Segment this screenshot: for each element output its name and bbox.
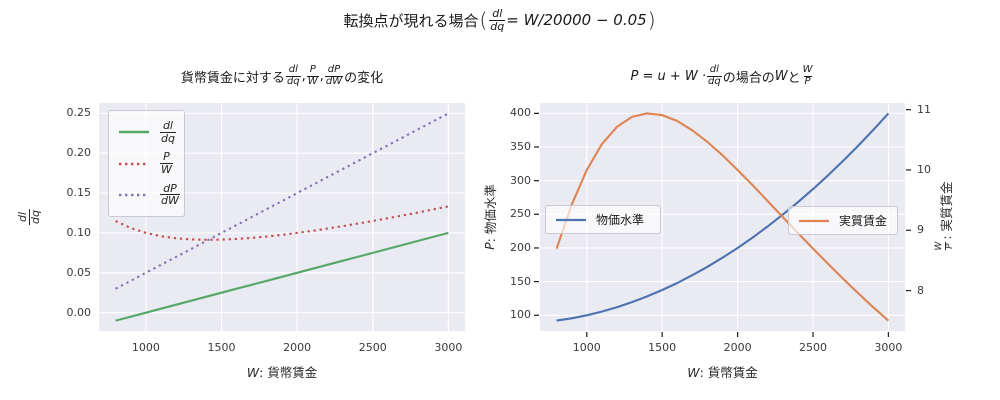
right-title-var-w: W	[774, 68, 788, 84]
right-title-text1: の場合の	[722, 70, 775, 86]
figure-title-text: 転換点が現れる場合	[343, 11, 479, 30]
series-line-blue	[556, 112, 890, 322]
y-tick-label: 0.10	[66, 225, 92, 239]
y-tick-label: 0.05	[66, 265, 92, 279]
legend-line-dotted-red	[119, 162, 149, 165]
y-tick-label-left: 250	[510, 207, 531, 221]
x-tick-label: 2500	[358, 341, 387, 354]
y-tick-label-left: 100	[510, 308, 531, 322]
y-tick-label-left: 300	[510, 173, 531, 187]
right-title-text2: と	[787, 70, 801, 86]
y-tick-label: 0.25	[66, 106, 92, 120]
left-title-sep2: ,	[319, 68, 324, 84]
legend-entry-dl-dq: dl dq	[109, 120, 184, 144]
y-tick-label-right: 10	[917, 162, 931, 176]
y-tick-label-left: 150	[510, 274, 531, 288]
x-tick-label: 2000	[283, 341, 312, 354]
left-title-frac-dl-dq: dl dq	[285, 64, 301, 87]
left-plot-title: 貨幣賃金に対する dl dq , P W , dP dW の変化	[99, 58, 465, 94]
right-plot-title: P = u + W · dl dq の場合の W と W P	[540, 58, 905, 94]
y-tick-label-right: 11	[917, 102, 931, 116]
x-tick-label: 1500	[207, 341, 236, 354]
legend-line-solid-green	[119, 130, 149, 134]
open-paren: (	[479, 8, 488, 33]
y-tick-label: 0.20	[66, 146, 92, 160]
left-xaxis-label: W: 貨幣賃金	[246, 365, 318, 380]
figure-title: 転換点が現れる場合 ( dl dq = W/20000 − 0.05 )	[0, 8, 1000, 32]
series-line-red	[115, 205, 449, 241]
series-line-green	[115, 231, 449, 322]
right-xaxis-label: W: 貨幣賃金	[687, 365, 758, 380]
y-tick-label-right: 8	[917, 283, 924, 297]
y-tick-label-left: 400	[510, 106, 531, 120]
left-title-prefix: 貨幣賃金に対する	[180, 70, 285, 86]
y-tick-label: 0.15	[66, 186, 92, 200]
right-plot-legend-real-wage: 実質賃金	[788, 206, 898, 235]
right-yaxis-label-fraction: W P	[934, 241, 955, 251]
legend-line-solid-blue	[556, 218, 586, 221]
right-title-frac-w-p: W P	[802, 64, 813, 87]
legend-label-price-level: 物価水準	[596, 213, 645, 227]
left-title-frac-dp-dw: dP dW	[324, 64, 344, 87]
y-tick-label: 0.00	[66, 305, 92, 319]
legend-entry-p-w: P W	[109, 151, 184, 175]
y-tick-label-right: 9	[917, 223, 924, 237]
series-line-purple	[115, 112, 449, 290]
x-tick-label: 1000	[572, 341, 601, 354]
x-tick-label: 2500	[798, 341, 827, 354]
x-tick-label: 1500	[648, 341, 677, 354]
series-line-orange	[555, 112, 890, 322]
left-title-suffix: の変化	[344, 70, 384, 86]
legend-label-real-wage: 実質賃金	[839, 214, 888, 228]
y-tick-label-left: 350	[510, 140, 531, 153]
x-tick-label: 3000	[874, 341, 903, 354]
legend-entry-dp-dw: dP dW	[109, 183, 184, 207]
title-fraction-dl-dq: dl dq	[489, 7, 506, 33]
right-title-eq: P = u + W ·	[630, 68, 707, 84]
right-plot-legend-price: 物価水準	[545, 205, 661, 234]
legend-line-dotted-purple	[119, 193, 149, 197]
close-paren: )	[647, 8, 656, 33]
y-tick-label-left: 200	[510, 240, 531, 254]
left-plot-legend: dl dq P W dP dW	[108, 110, 185, 217]
x-tick-label: 3000	[434, 341, 463, 354]
left-yaxis-label-fraction: dl dq	[15, 209, 42, 225]
left-yaxis-label: dl dq	[8, 196, 50, 238]
x-tick-label: 1000	[131, 341, 160, 354]
x-tick-label: 2000	[723, 341, 752, 354]
left-title-sep1: ,	[301, 68, 306, 84]
legend-line-solid-orange	[799, 219, 829, 222]
left-title-frac-p-w: P W	[306, 64, 319, 87]
right-title-frac-dl-dq: dl dq	[707, 64, 722, 87]
figure-title-equation: = W/20000 − 0.05	[506, 11, 647, 30]
